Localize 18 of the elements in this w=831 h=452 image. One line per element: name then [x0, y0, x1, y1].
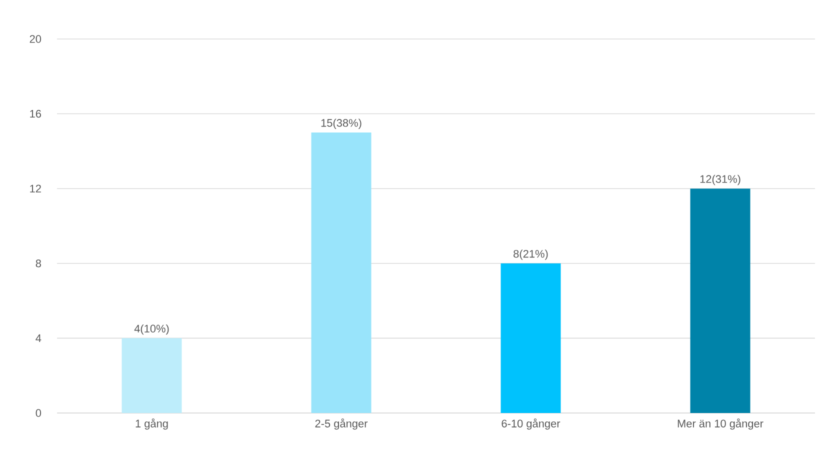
- y-tick-label: 0: [36, 409, 42, 417]
- data-label: 12(31%): [700, 174, 740, 186]
- y-tick-label: 16: [30, 110, 41, 118]
- y-tick-label: 4: [36, 334, 42, 342]
- x-tick-label: Mer än 10 gånger: [678, 418, 764, 430]
- data-label: 15(38%): [321, 118, 362, 129]
- y-tick-label: 8: [36, 260, 42, 268]
- data-label: 4(10%): [134, 324, 169, 335]
- x-tick-label: 6-10 gånger: [502, 418, 560, 430]
- x-tick-label: 1 gång: [136, 418, 168, 430]
- bar: [500, 263, 561, 413]
- x-tick-label: 2-5 gånger: [315, 418, 368, 430]
- bar: [122, 338, 182, 413]
- data-label: 8(21%): [514, 250, 548, 260]
- bar: [311, 132, 372, 413]
- y-tick-label: 20: [30, 35, 42, 43]
- y-tick-label: 12: [30, 184, 41, 192]
- bar: [690, 188, 750, 413]
